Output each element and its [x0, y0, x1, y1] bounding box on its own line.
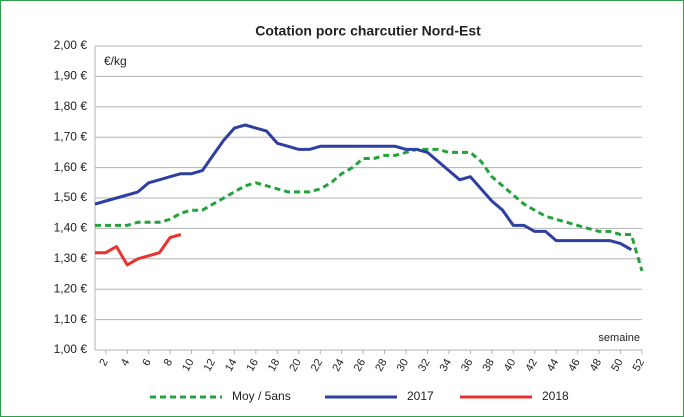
y-tick-label: 1,90 € — [54, 69, 88, 83]
x-tick-label: 26 — [352, 357, 369, 374]
x-tick-label: 34 — [438, 357, 455, 374]
y-tick-label: 1,60 € — [54, 160, 88, 174]
x-tick-label: 38 — [480, 357, 497, 374]
y-tick-label: 1,40 € — [54, 221, 88, 235]
series-line — [95, 147, 644, 272]
x-tick-label: 52 — [631, 357, 648, 374]
x-tick-label: 44 — [545, 357, 562, 374]
x-tick-label: 24 — [330, 357, 347, 374]
x-tick-label: 10 — [180, 357, 197, 374]
y-unit: €/kg — [104, 54, 127, 68]
y-tick-label: 1,10 € — [54, 312, 88, 326]
y-tick-label: 1,80 € — [54, 99, 88, 113]
x-tick-label: 42 — [523, 357, 540, 374]
legend-label: 2017 — [407, 389, 434, 403]
chart-title: Cotation porc charcutier Nord-Est — [255, 23, 481, 39]
x-tick-label: 28 — [373, 357, 390, 374]
x-tick-label: 36 — [459, 357, 476, 374]
x-tick-label: 46 — [566, 357, 583, 374]
x-axis-label: semaine — [598, 332, 640, 344]
x-tick-label: 12 — [202, 357, 219, 374]
x-tick-label: 40 — [502, 357, 519, 374]
series-line — [95, 233, 182, 267]
x-tick-label: 6 — [140, 357, 153, 368]
series-line — [94, 123, 633, 252]
y-tick-label: 1,50 € — [54, 190, 88, 204]
x-tick-label: 22 — [309, 357, 326, 374]
x-tick-label: 20 — [287, 357, 304, 374]
y-tick-label: 1,00 € — [54, 342, 88, 356]
x-tick-label: 50 — [609, 357, 626, 374]
x-tick-label: 18 — [266, 357, 283, 374]
x-tick-label: 2 — [97, 357, 110, 368]
x-tick-label: 16 — [244, 357, 261, 374]
x-tick-label: 4 — [119, 357, 132, 368]
y-tick-label: 1,30 € — [54, 251, 88, 265]
x-tick-label: 14 — [223, 357, 240, 374]
y-tick-label: 2,00 € — [54, 38, 88, 52]
y-tick-label: 1,20 € — [54, 281, 88, 295]
x-tick-label: 30 — [395, 357, 412, 374]
x-tick-label: 48 — [588, 357, 605, 374]
legend-label: Moy / 5ans — [232, 389, 291, 403]
legend-label: 2018 — [542, 389, 569, 403]
x-tick-label: 32 — [416, 357, 433, 374]
x-tick-label: 8 — [162, 357, 175, 368]
y-tick-label: 1,70 € — [54, 129, 88, 143]
